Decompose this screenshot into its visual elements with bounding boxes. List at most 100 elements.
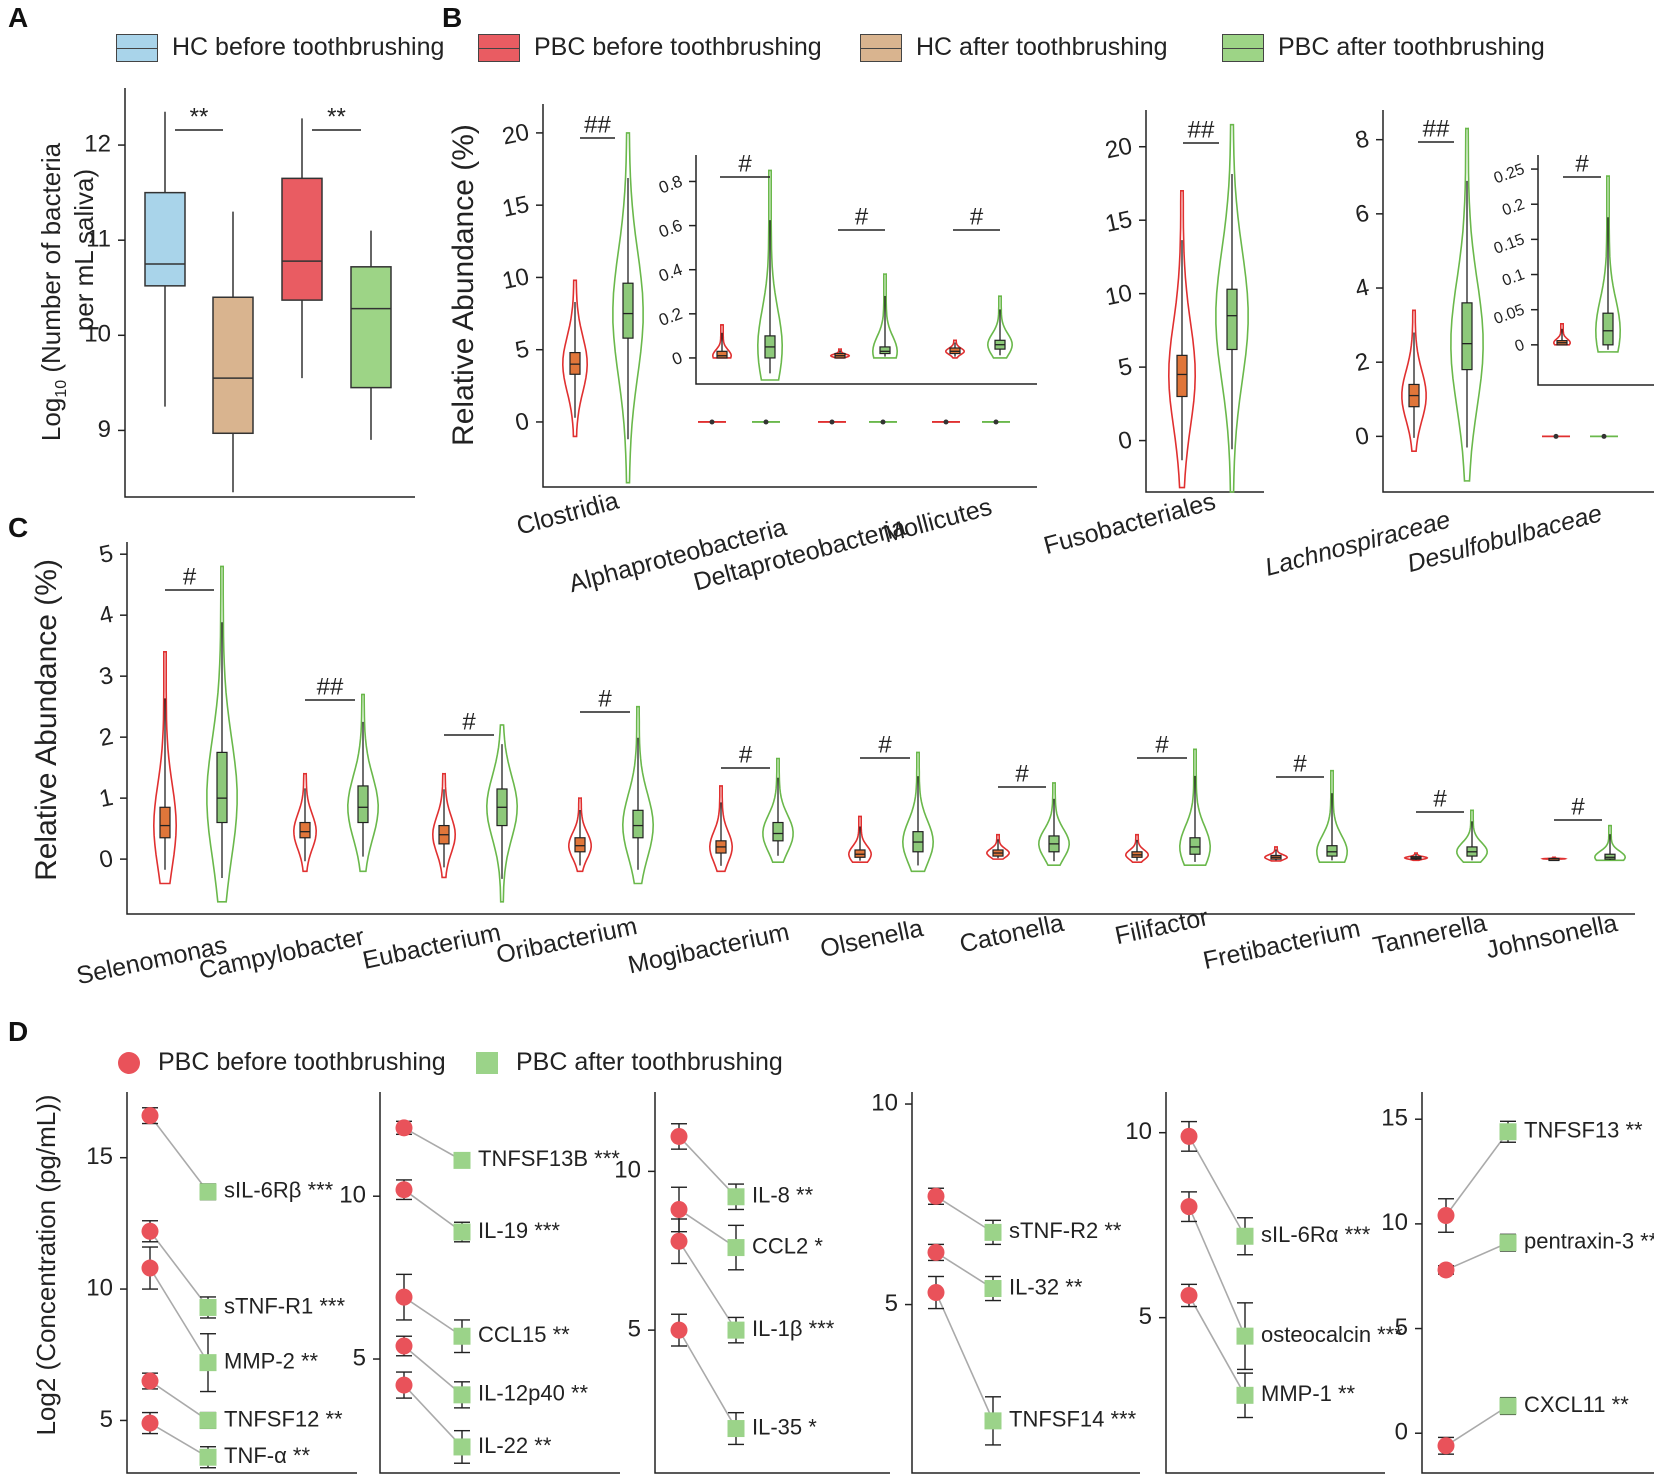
panel-b1-xlabel-0: Clostridia (514, 487, 622, 541)
panel-b1-y-tick-label-0: 0 (513, 408, 532, 437)
panel-c-xlabel-2: Eubacterium (360, 918, 503, 975)
panel-b1-clostridia-after-violin (612, 132, 644, 484)
legend-pbc-before-label: PBC before toothbrushing (534, 33, 822, 61)
panel-d2-connector-1 (403, 1189, 463, 1233)
panel-d1-y-tick-label-2: 15 (86, 1143, 113, 1170)
panel-d6-item-label-1: pentraxin-3 ** (1524, 1229, 1654, 1254)
panel-b1-inset-y-tick-label-3: 0.6 (656, 216, 685, 242)
panel-d1-connector-4 (149, 1422, 209, 1458)
panel-b3-desulfo-after-main-flat-dot (1601, 433, 1607, 439)
panel-d2-connector-2 (403, 1296, 463, 1337)
panel-d3-axes (654, 1092, 890, 1474)
panel-d6-connector-2 (1445, 1405, 1509, 1447)
panel-d6-axes (1421, 1092, 1654, 1474)
panel-c-4-after-box (772, 821, 784, 842)
panel-d6-y-tick-label-3: 15 (1381, 1105, 1408, 1132)
panel-b3-axes (1382, 110, 1654, 493)
panel-d6-point-before-2 (1437, 1437, 1455, 1455)
legend-pbc-before: PBC before toothbrushing (478, 33, 822, 62)
panel-b1-inset-3-after-violin (986, 295, 1014, 359)
panel-a-sig-1-label: ** (327, 103, 346, 130)
panel-c-8-after-violin (1315, 769, 1349, 864)
panel-d3-point-before-0 (670, 1127, 688, 1145)
panel-b3-y-tick-label-4: 8 (1353, 125, 1372, 154)
panel-b2-y-tick-label-2: 10 (1103, 279, 1135, 311)
panel-d4-axes (911, 1092, 1140, 1474)
panel-b3-inset-y-tick-label-5: 0.25 (1492, 161, 1527, 188)
panel-b2-y-tick-label-0: 0 (1116, 426, 1135, 455)
panel-d6-connector-0 (1445, 1131, 1509, 1216)
panel-b2-after-box (1226, 288, 1238, 351)
panel-d5-point-before-0 (1180, 1127, 1198, 1145)
panel-c-3-before-violin (567, 797, 593, 873)
panel-d3-point-before-3 (670, 1321, 688, 1339)
legend-hc-before-swatch (116, 33, 158, 62)
panel-c-3-before-box (574, 837, 586, 853)
panel-c-sig-6-label: # (1015, 760, 1029, 787)
panel-d5-item-label-0: sIL-6Rα *** (1261, 1222, 1371, 1247)
panel-c-sig-5-label: # (878, 731, 892, 758)
panel-d5-connector-0 (1188, 1135, 1246, 1237)
panel-d4-item-label-2: TNFSF14 *** (1009, 1407, 1137, 1432)
panel-d1-axes (126, 1092, 357, 1474)
panel-b3-inset-y-tick-label-0: 0 (1513, 337, 1527, 356)
panel-c-sig-4-label: # (739, 741, 753, 768)
panel-c-1-after-violin (346, 693, 380, 873)
panel-d4-y-tick-label-1: 10 (871, 1089, 898, 1116)
panel-d1-point-after-1 (199, 1298, 217, 1316)
legend-d-pbc-after: PBC after toothbrushing (476, 1048, 783, 1077)
panel-a-y-tick-label-1: 10 (84, 321, 111, 348)
panel-d3-point-after-1 (727, 1239, 745, 1257)
panel-d6-item-label-0: TNFSF13 ** (1524, 1118, 1643, 1143)
panel-a-box-1 (212, 296, 254, 435)
panel-b3-desulfo-before-main-flat-dot (1553, 433, 1559, 439)
panel-b3-inset-axes (1537, 155, 1654, 386)
panel-d1-connector-3 (149, 1380, 209, 1422)
panel-d2-point-before-0 (395, 1119, 413, 1137)
panel-d4-point-after-0 (984, 1223, 1002, 1241)
legend-pbc-before-swatch (478, 33, 520, 62)
panel-d6-point-after-2 (1499, 1397, 1517, 1415)
panel-a-axes (124, 88, 415, 498)
panel-c-6-before-violin (985, 833, 1011, 860)
panel-b2-xlabel-0: Fusobacteriales (1041, 487, 1219, 560)
panel-d2-y-tick-label-1: 10 (339, 1182, 366, 1209)
panel-c-0-after-box (216, 751, 228, 824)
panel-d2-connector-3 (403, 1345, 463, 1396)
panel-c-xlabel-9: Tannerella (1370, 909, 1489, 960)
panel-b1-clostridia-before-violin (561, 279, 589, 438)
panel-b2-y-tick-label-4: 20 (1103, 132, 1135, 164)
panel-label-a: A (8, 2, 29, 33)
panel-b1-clostridia-after-box (622, 282, 634, 339)
panel-d6-y-tick-label-2: 10 (1381, 1209, 1408, 1236)
panel-d1-y-tick-label-1: 10 (86, 1274, 113, 1301)
legend-pbc-after-label: PBC after toothbrushing (1278, 33, 1545, 61)
panel-d3-point-before-2 (670, 1232, 688, 1250)
panel-b1-inset-y-tick-label-1: 0.2 (656, 304, 685, 330)
panel-d3-y-tick-label-0: 5 (628, 1315, 641, 1342)
panel-c-9-before-violin (1403, 852, 1429, 862)
panel-d6-connector-1 (1445, 1241, 1509, 1271)
panel-b1-3-before-main-flat-dot (943, 419, 949, 425)
legend-d-pbc-after-marker (476, 1051, 498, 1074)
panel-b1-y-tick-label-2: 10 (500, 263, 532, 295)
panel-d2-item-label-3: IL-12p40 ** (478, 1381, 589, 1406)
panel-c-10-after-violin (1593, 824, 1627, 862)
panel-b1-inset-1-after-violin (756, 169, 784, 381)
panel-d3-point-after-3 (727, 1420, 745, 1438)
panel-b1-sig-3-label: # (970, 203, 984, 230)
panel-d1-item-label-1: sTNF-R1 *** (224, 1293, 345, 1318)
panel-b2-before-violin (1167, 189, 1197, 489)
panel-d3-connector-3 (678, 1329, 737, 1429)
panel-b1-inset-2-after-box (879, 346, 891, 355)
panel-d1-point-after-0 (199, 1183, 217, 1201)
panel-a-y-tick-label-3: 12 (84, 130, 111, 157)
panel-d1-connector-2 (149, 1267, 209, 1364)
panel-a-ylabel-line2: per mL saliva) (69, 169, 99, 331)
panel-b3-y-tick-label-2: 4 (1353, 274, 1372, 303)
panel-d1-y-tick-label-0: 5 (100, 1406, 113, 1433)
panel-c-xlabel-6: Catonella (957, 909, 1066, 958)
panel-d6-item-label-2: CXCL11 ** (1524, 1392, 1629, 1417)
panel-b1-xlabel-3: Mollicutes (880, 493, 995, 549)
panel-c-xlabel-4: Mogibacterium (626, 918, 792, 979)
